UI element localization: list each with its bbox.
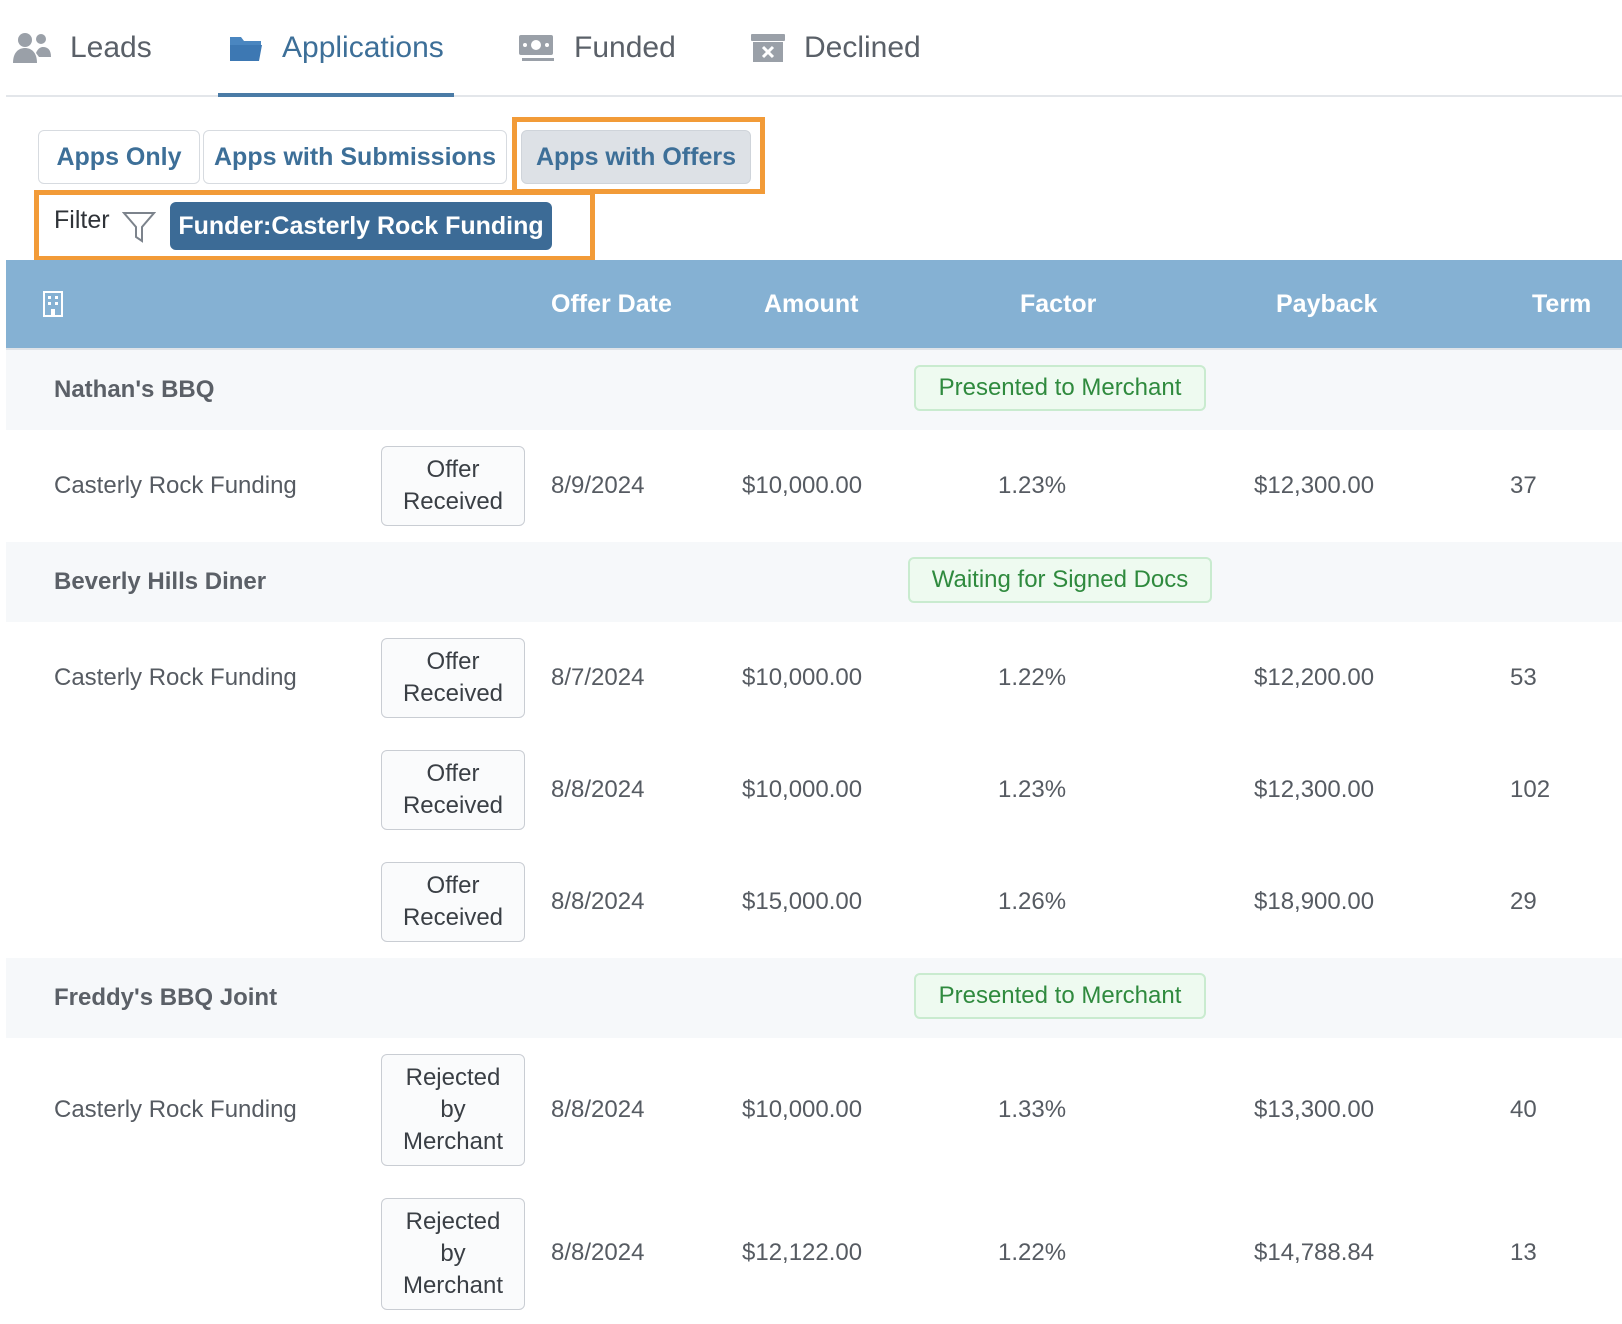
offer-factor: 1.26% [998, 888, 1067, 915]
offer-payback: $12,300.00 [1254, 472, 1375, 499]
apps-with-submissions-button[interactable]: Apps with Submissions [203, 130, 507, 184]
offer-term: 40 [1510, 1096, 1537, 1123]
offer-term: 13 [1510, 1239, 1537, 1266]
badge-line: Rejected [405, 1064, 501, 1091]
filter-label: Filter [54, 206, 110, 234]
offer-amount: $10,000.00 [742, 472, 863, 499]
offer-factor: 1.33% [998, 1096, 1067, 1123]
offer-amount: $10,000.00 [742, 776, 863, 803]
offer-term: 37 [1510, 472, 1537, 499]
badge-line: Merchant [402, 1128, 504, 1155]
users-icon [12, 31, 52, 65]
tab-label-applications: Applications [282, 30, 444, 64]
merchant-group-row[interactable]: Freddy's BBQ Joint Presented to Merchant [6, 958, 1622, 1038]
badge-line: by [440, 1096, 466, 1123]
col-payback[interactable]: Payback [1276, 289, 1378, 318]
highlight-box-filter [34, 190, 595, 261]
offer-row[interactable]: Casterly Rock Funding Offer Received 8/7/… [6, 622, 1622, 734]
col-term[interactable]: Term [1532, 289, 1592, 318]
tab-label-leads: Leads [70, 30, 152, 64]
offer-row[interactable]: Rejected by Merchant 8/8/2024 $12,122.00 1… [6, 1182, 1622, 1324]
offer-row[interactable]: Casterly Rock Funding Offer Received 8/9/… [6, 430, 1622, 542]
offer-date: 8/7/2024 [551, 664, 645, 691]
badge-line: Offer [426, 648, 480, 675]
offer-status-badge: Rejected by Merchant [381, 1198, 525, 1310]
offer-payback: $12,200.00 [1254, 664, 1375, 691]
offer-payback: $12,300.00 [1254, 776, 1375, 803]
apps-with-offers-button[interactable]: Apps with Offers [521, 130, 751, 184]
badge-line: Received [402, 680, 504, 707]
col-offer-date[interactable]: Offer Date [551, 289, 672, 318]
offer-status-badge: Rejected by Merchant [381, 1054, 525, 1166]
offer-amount: $10,000.00 [742, 1096, 863, 1123]
badge-line: Offer [426, 456, 480, 483]
funder-name: Casterly Rock Funding [54, 664, 297, 691]
merchant-name: Freddy's BBQ Joint [54, 984, 278, 1011]
offer-date: 8/9/2024 [551, 472, 645, 499]
offer-factor: 1.23% [998, 776, 1067, 803]
offer-payback: $18,900.00 [1254, 888, 1375, 915]
badge-line: Received [402, 792, 504, 819]
merchant-group-row[interactable]: Beverly Hills Diner Waiting for Signed D… [6, 542, 1622, 622]
money-icon [518, 33, 556, 63]
badge-line: Received [402, 488, 504, 515]
tab-label-funded: Funded [574, 30, 676, 64]
offer-date: 8/8/2024 [551, 1096, 645, 1123]
badge-line: Merchant [402, 1272, 504, 1299]
badge-line: by [440, 1240, 466, 1267]
col-amount[interactable]: Amount [764, 289, 859, 318]
offer-row[interactable]: Offer Received 8/8/2024 $15,000.00 1.26% … [6, 846, 1622, 958]
merchant-group-row[interactable]: Nathan's BBQ Presented to Merchant [6, 350, 1622, 430]
tab-funded[interactable]: Funded [518, 0, 676, 95]
offer-date: 8/8/2024 [551, 776, 645, 803]
funder-name: Casterly Rock Funding [54, 1096, 297, 1123]
offer-amount: $12,122.00 [742, 1239, 863, 1266]
funder-name: Casterly Rock Funding [54, 472, 297, 499]
table-header: Offer Date Amount Factor Payback Term [6, 260, 1622, 350]
merchant-name: Beverly Hills Diner [54, 568, 267, 595]
offer-status-badge: Offer Received [381, 750, 525, 830]
offer-factor: 1.22% [998, 664, 1067, 691]
archive-x-icon [750, 32, 786, 64]
offer-row[interactable]: Offer Received 8/8/2024 $10,000.00 1.23% … [6, 734, 1622, 846]
offer-amount: $10,000.00 [742, 664, 863, 691]
folder-icon [228, 33, 264, 63]
badge-line: Offer [426, 760, 480, 787]
offer-status-badge: Offer Received [381, 862, 525, 942]
badge-line: Rejected [405, 1208, 501, 1235]
apps-only-button[interactable]: Apps Only [38, 130, 200, 184]
tab-leads[interactable]: Leads [12, 0, 152, 95]
top-tab-bar: Leads Applications Funded [6, 0, 1622, 97]
tab-label-declined: Declined [804, 30, 921, 64]
offer-amount: $15,000.00 [742, 888, 863, 915]
offer-payback: $13,300.00 [1254, 1096, 1375, 1123]
status-badge: Waiting for Signed Docs [908, 557, 1212, 603]
badge-line: Received [402, 904, 504, 931]
funder-filter-chip[interactable]: Funder:Casterly Rock Funding [170, 202, 552, 250]
offer-date: 8/8/2024 [551, 888, 645, 915]
offer-factor: 1.22% [998, 1239, 1067, 1266]
status-badge: Presented to Merchant [914, 973, 1206, 1019]
highlight-box-offers [512, 117, 765, 194]
building-icon [42, 260, 64, 348]
offer-payback: $14,788.84 [1254, 1239, 1375, 1266]
offer-date: 8/8/2024 [551, 1239, 645, 1266]
offer-status-badge: Offer Received [381, 446, 525, 526]
tab-applications[interactable]: Applications [218, 0, 454, 97]
funnel-icon[interactable] [121, 210, 157, 249]
offer-term: 102 [1510, 776, 1551, 803]
merchant-name: Nathan's BBQ [54, 376, 215, 403]
offer-term: 53 [1510, 664, 1537, 691]
offer-term: 29 [1510, 888, 1537, 915]
offer-row[interactable]: Casterly Rock Funding Rejected by Merchant… [6, 1038, 1622, 1182]
col-factor[interactable]: Factor [1020, 289, 1097, 318]
offer-status-badge: Offer Received [381, 638, 525, 718]
badge-line: Offer [426, 872, 480, 899]
offer-factor: 1.23% [998, 472, 1067, 499]
status-badge: Presented to Merchant [914, 365, 1206, 411]
tab-declined[interactable]: Declined [750, 0, 921, 95]
